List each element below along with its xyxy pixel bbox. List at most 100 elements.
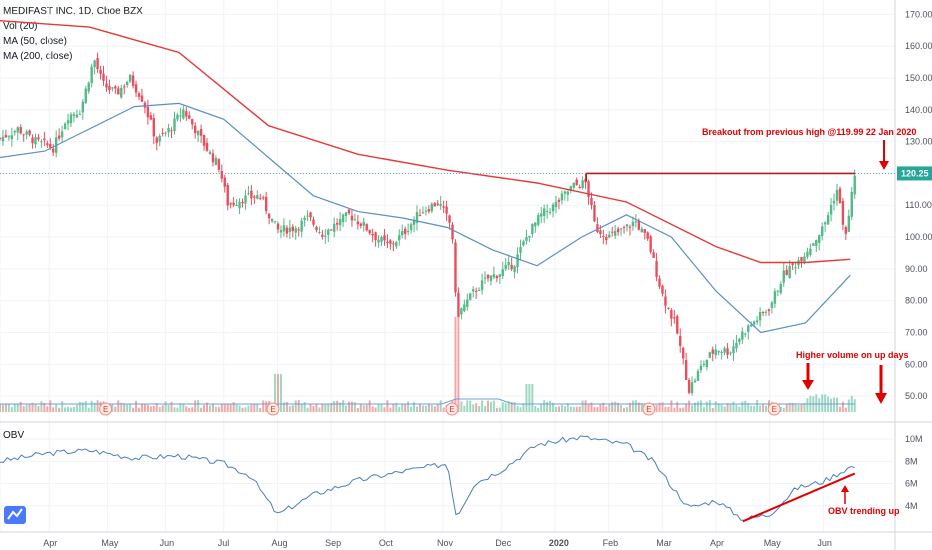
volume-bar [756, 400, 759, 412]
volume-bar [599, 403, 602, 412]
candle-body [256, 195, 259, 199]
volume-bar [152, 405, 155, 412]
earnings-marker [767, 402, 781, 416]
candle-body [832, 200, 836, 204]
volume-bar [779, 407, 782, 412]
x-tick-label: May [101, 538, 119, 548]
candle-body [111, 87, 114, 89]
volume-bar [664, 406, 667, 412]
volume-bar [821, 394, 824, 412]
candle-body [625, 224, 629, 227]
volume-bar [563, 406, 566, 412]
candle-body [380, 237, 383, 242]
candle-body [182, 109, 185, 119]
volume-bar [217, 407, 220, 412]
candle-body [823, 222, 827, 225]
volume-bar [522, 403, 525, 412]
volume-bar [386, 400, 389, 412]
candle-body [264, 196, 268, 212]
volume-bar [90, 400, 93, 412]
candle-body [809, 248, 812, 255]
volume-bar [309, 404, 312, 412]
volume-bar [504, 403, 507, 412]
candle-body [152, 118, 155, 137]
candle-body [705, 359, 709, 368]
volume-bar [398, 406, 401, 412]
candle-body [421, 212, 425, 214]
candle-body [324, 235, 327, 237]
candle-body [424, 210, 428, 212]
candle-body [1, 136, 5, 142]
candle-body [229, 203, 232, 205]
x-tick-label: Jun [160, 538, 175, 548]
candle-body [28, 130, 31, 135]
x-tick-label: Feb [603, 538, 619, 548]
y-tick-label: 110.00 [905, 200, 932, 210]
volume-bar [129, 404, 132, 412]
candle-body [433, 203, 436, 207]
volume-bar [853, 399, 856, 412]
volume-bar [259, 407, 262, 412]
x-tick-label: 2020 [549, 538, 569, 548]
volume-bar [744, 400, 747, 412]
candle-body [0, 138, 2, 140]
candle-body [406, 230, 410, 233]
candle-body [613, 231, 617, 236]
y-tick-label: 60.00 [905, 359, 928, 369]
candle-body [800, 257, 803, 262]
volume-bar [762, 403, 765, 412]
volume-bar [830, 398, 833, 412]
volume-bar [149, 406, 152, 412]
volume-bar [324, 404, 327, 412]
candle-body [131, 75, 135, 86]
volume-bar [211, 403, 214, 412]
volume-bar [120, 402, 123, 412]
volume-bar [143, 404, 146, 412]
volume-bar [321, 403, 324, 412]
volume-bar [58, 407, 61, 412]
ma200-line [0, 20, 851, 264]
volume-bar [49, 400, 52, 412]
candle-body [457, 292, 460, 318]
candle-body [744, 333, 747, 335]
volume-bar [614, 401, 617, 412]
breakout-annotation: Breakout from previous high @119.99 22 J… [702, 127, 916, 137]
candle-body [528, 235, 531, 238]
candle-body [729, 352, 732, 354]
volume-bar [4, 404, 7, 412]
candle-body [31, 137, 34, 144]
candle-body [365, 224, 368, 231]
candle-body [616, 228, 620, 233]
candle-body [673, 317, 676, 319]
volume-bar [223, 404, 226, 412]
candle-body [199, 128, 203, 136]
obv-trend-line [742, 472, 856, 523]
candle-body [472, 289, 475, 292]
volume-bar [513, 401, 516, 412]
volume-bar [679, 407, 682, 412]
volume-bar [333, 401, 336, 412]
volume-bar [46, 406, 49, 412]
volume-bar [285, 401, 288, 412]
volume-bar [578, 406, 581, 412]
volume-bar [274, 374, 277, 412]
candle-body [454, 242, 457, 293]
candle-body [78, 113, 82, 115]
volume-bar [389, 407, 392, 412]
candle-body [173, 118, 176, 132]
candle-body [193, 125, 197, 134]
volume-bar [688, 400, 691, 412]
legend-ma50: MA (50, close) [3, 36, 67, 47]
volume-bar [658, 402, 661, 412]
candle-body [507, 262, 510, 266]
volume-bar [25, 404, 28, 412]
candle-body [684, 360, 688, 380]
volume-bar [43, 402, 46, 412]
volume-bar [841, 401, 844, 412]
volume-bar [342, 400, 345, 412]
volume-bar [179, 403, 182, 412]
candle-body [81, 101, 85, 113]
candle-body [279, 230, 283, 233]
candle-body [46, 143, 49, 146]
